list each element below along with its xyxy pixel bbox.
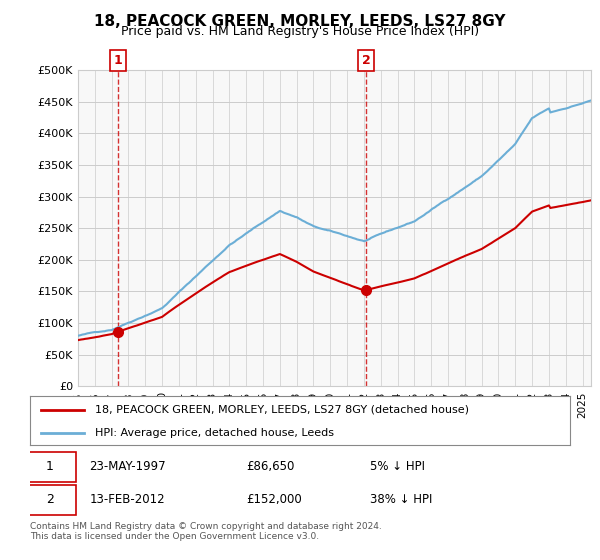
Text: 23-MAY-1997: 23-MAY-1997 [89,460,166,473]
Text: Price paid vs. HM Land Registry's House Price Index (HPI): Price paid vs. HM Land Registry's House … [121,25,479,38]
Text: 1: 1 [114,54,122,67]
Text: 18, PEACOCK GREEN, MORLEY, LEEDS, LS27 8GY (detached house): 18, PEACOCK GREEN, MORLEY, LEEDS, LS27 8… [95,405,469,415]
Text: Contains HM Land Registry data © Crown copyright and database right 2024.
This d: Contains HM Land Registry data © Crown c… [30,522,382,542]
Text: £86,650: £86,650 [246,460,295,473]
Text: 2: 2 [362,54,370,67]
FancyBboxPatch shape [25,485,76,515]
Text: 5% ↓ HPI: 5% ↓ HPI [370,460,425,473]
Text: 38% ↓ HPI: 38% ↓ HPI [370,493,433,506]
Text: £152,000: £152,000 [246,493,302,506]
Text: HPI: Average price, detached house, Leeds: HPI: Average price, detached house, Leed… [95,428,334,438]
Text: 18, PEACOCK GREEN, MORLEY, LEEDS, LS27 8GY: 18, PEACOCK GREEN, MORLEY, LEEDS, LS27 8… [94,14,506,29]
Text: 13-FEB-2012: 13-FEB-2012 [89,493,165,506]
FancyBboxPatch shape [25,452,76,482]
Text: 1: 1 [46,460,54,473]
Text: 2: 2 [46,493,54,506]
